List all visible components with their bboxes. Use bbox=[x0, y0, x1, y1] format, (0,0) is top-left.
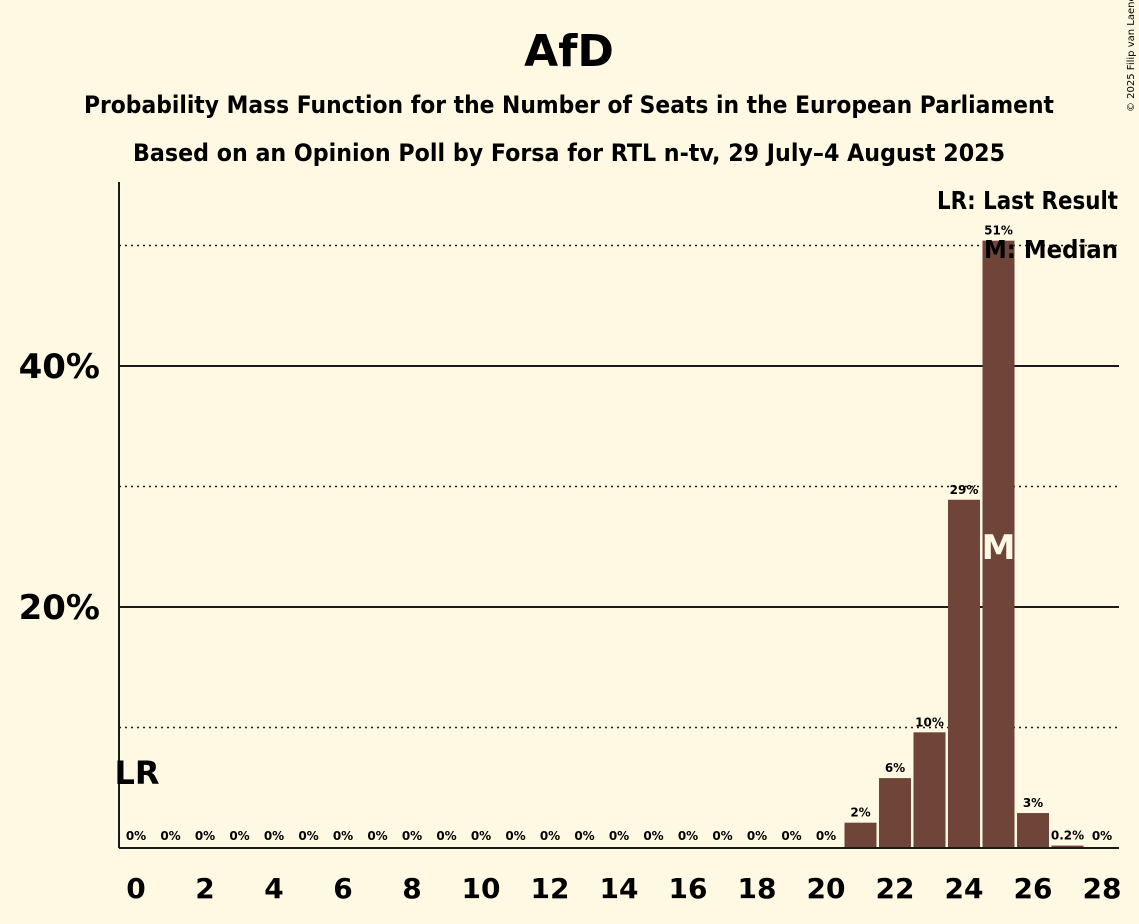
data-label-17: 0% bbox=[712, 829, 732, 843]
bar-25 bbox=[982, 240, 1015, 848]
bar-27 bbox=[1051, 845, 1084, 848]
data-label-11: 0% bbox=[505, 829, 525, 843]
data-label-19: 0% bbox=[781, 829, 801, 843]
y-tick-label-1: 40% bbox=[19, 347, 100, 387]
x-tick-label-6: 6 bbox=[333, 872, 352, 905]
legend-median: M: Median bbox=[984, 235, 1118, 264]
bar-23 bbox=[913, 732, 946, 848]
bar-21 bbox=[844, 822, 877, 848]
x-axis-ticks: 0 2 4 6 8 10 12 14 16 18 20 22 24 26 28 bbox=[126, 872, 1121, 905]
bar-24 bbox=[948, 499, 980, 848]
x-tick-label-14: 14 bbox=[600, 872, 639, 905]
bars bbox=[844, 240, 1084, 848]
data-label-5: 0% bbox=[298, 829, 318, 843]
x-tick-label-2: 2 bbox=[195, 872, 214, 905]
last-result-marker: LR bbox=[114, 754, 159, 792]
chart-subtitle-1: Probability Mass Function for the Number… bbox=[84, 91, 1054, 119]
data-label-20: 0% bbox=[816, 829, 836, 843]
data-label-0: 0% bbox=[126, 829, 146, 843]
copyright-notice: © 2025 Filip van Laenen bbox=[1126, 0, 1137, 112]
x-tick-label-8: 8 bbox=[402, 872, 421, 905]
x-tick-label-24: 24 bbox=[945, 872, 984, 905]
data-label-15: 0% bbox=[643, 829, 663, 843]
data-label-28: 0% bbox=[1092, 829, 1112, 843]
data-label-8: 0% bbox=[402, 829, 422, 843]
data-label-25: 51% bbox=[984, 224, 1013, 238]
x-tick-label-10: 10 bbox=[462, 872, 501, 905]
chart-subtitle-2: Based on an Opinion Poll by Forsa for RT… bbox=[133, 139, 1005, 167]
x-tick-label-18: 18 bbox=[738, 872, 777, 905]
y-axis-ticks: 20% 40% bbox=[19, 347, 100, 628]
chart-title: AfD bbox=[524, 26, 614, 77]
data-label-7: 0% bbox=[367, 829, 387, 843]
data-label-3: 0% bbox=[229, 829, 249, 843]
data-label-26: 3% bbox=[1023, 796, 1043, 810]
x-tick-label-0: 0 bbox=[126, 872, 145, 905]
data-label-4: 0% bbox=[264, 829, 284, 843]
x-tick-label-22: 22 bbox=[876, 872, 915, 905]
data-label-21: 2% bbox=[850, 806, 870, 820]
x-tick-label-4: 4 bbox=[264, 872, 283, 905]
median-marker: M bbox=[982, 528, 1016, 568]
data-label-23: 10% bbox=[915, 715, 944, 729]
data-label-1: 0% bbox=[160, 829, 180, 843]
x-tick-label-12: 12 bbox=[531, 872, 570, 905]
data-label-18: 0% bbox=[747, 829, 767, 843]
bar-22 bbox=[879, 778, 911, 848]
y-tick-label-0: 20% bbox=[19, 588, 100, 628]
data-label-13: 0% bbox=[574, 829, 594, 843]
data-label-6: 0% bbox=[333, 829, 353, 843]
x-tick-label-16: 16 bbox=[669, 872, 708, 905]
data-label-22: 6% bbox=[885, 761, 905, 775]
data-label-2: 0% bbox=[195, 829, 215, 843]
x-tick-label-26: 26 bbox=[1014, 872, 1053, 905]
x-tick-label-20: 20 bbox=[807, 872, 846, 905]
data-label-24: 29% bbox=[950, 483, 979, 497]
data-label-16: 0% bbox=[678, 829, 698, 843]
x-tick-label-28: 28 bbox=[1083, 872, 1122, 905]
bar-26 bbox=[1017, 813, 1049, 848]
data-label-9: 0% bbox=[436, 829, 456, 843]
data-label-14: 0% bbox=[609, 829, 629, 843]
data-labels: 0% 0% 0% 0% 0% 0% 0% 0% 0% 0% 0% 0% 0% 0% 0% 0% 0% 0% 0% 0%… bbox=[126, 224, 1112, 843]
data-label-12: 0% bbox=[540, 829, 560, 843]
legend-last-result: LR: Last Result bbox=[937, 186, 1118, 215]
data-label-27: 0.2% bbox=[1051, 829, 1084, 843]
data-label-10: 0% bbox=[471, 829, 491, 843]
